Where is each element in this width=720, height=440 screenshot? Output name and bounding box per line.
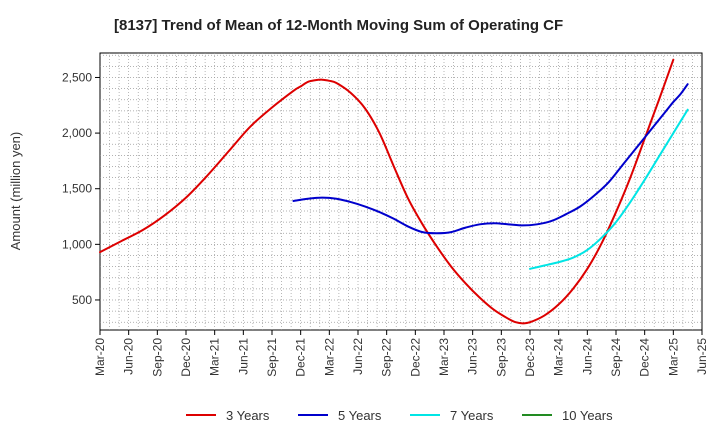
x-tick-label: Dec-21 [294,338,308,377]
x-tick-label: Jun-25 [695,338,709,375]
x-tick-label: Mar-23 [437,338,451,376]
x-tick-label: Sep-23 [494,338,508,377]
x-tick-label: Jun-21 [236,338,250,375]
x-tick-label: Dec-24 [638,338,652,377]
x-tick-label: Sep-20 [150,338,164,377]
x-tick-label: Dec-23 [523,338,537,377]
x-tick-label: Mar-22 [322,338,336,376]
x-tick-label: Dec-20 [179,338,193,377]
x-tick-label: Mar-25 [666,338,680,376]
x-axis-ticks: Mar-20 Jun-20 Sep-20 Dec-20 Mar-21 Jun-21 Sep-… [93,330,709,377]
y-tick-label: 500 [72,293,92,307]
y-axis-ticks: 500 1,000 1,500 2,000 2,500 [62,70,100,307]
y-tick-label: 2,000 [62,126,92,140]
y-tick-label: 1,000 [62,237,92,251]
legend: 3 Years 5 Years 7 Years 10 Years [186,408,613,423]
legend-label-10-years: 10 Years [562,408,613,423]
series-layer [99,58,689,325]
x-tick-label: Jun-23 [466,338,480,375]
legend-label-7-years: 7 Years [450,408,494,423]
legend-label-5-years: 5 Years [338,408,382,423]
y-axis-label: Amount (million yen) [8,132,23,251]
x-tick-label: Sep-24 [609,338,623,377]
series-line-7-years [529,108,689,270]
grid-lines [100,53,702,330]
x-tick-label: Jun-24 [580,338,594,375]
x-tick-label: Mar-20 [93,338,107,376]
plot-area [99,52,703,331]
x-tick-label: Dec-22 [408,338,422,377]
y-tick-label: 2,500 [62,70,92,84]
series-line-3-years [99,58,675,325]
legend-label-3-years: 3 Years [226,408,270,423]
x-tick-label: Sep-21 [265,338,279,377]
x-tick-label: Jun-20 [122,338,136,375]
x-tick-label: Mar-24 [552,338,566,376]
x-tick-label: Mar-21 [208,338,222,376]
chart-title: [8137] Trend of Mean of 12-Month Moving … [114,17,563,34]
x-tick-label: Sep-22 [380,338,394,377]
series-line-5-years [292,83,689,235]
y-tick-label: 1,500 [62,182,92,196]
x-tick-label: Jun-22 [351,338,365,375]
